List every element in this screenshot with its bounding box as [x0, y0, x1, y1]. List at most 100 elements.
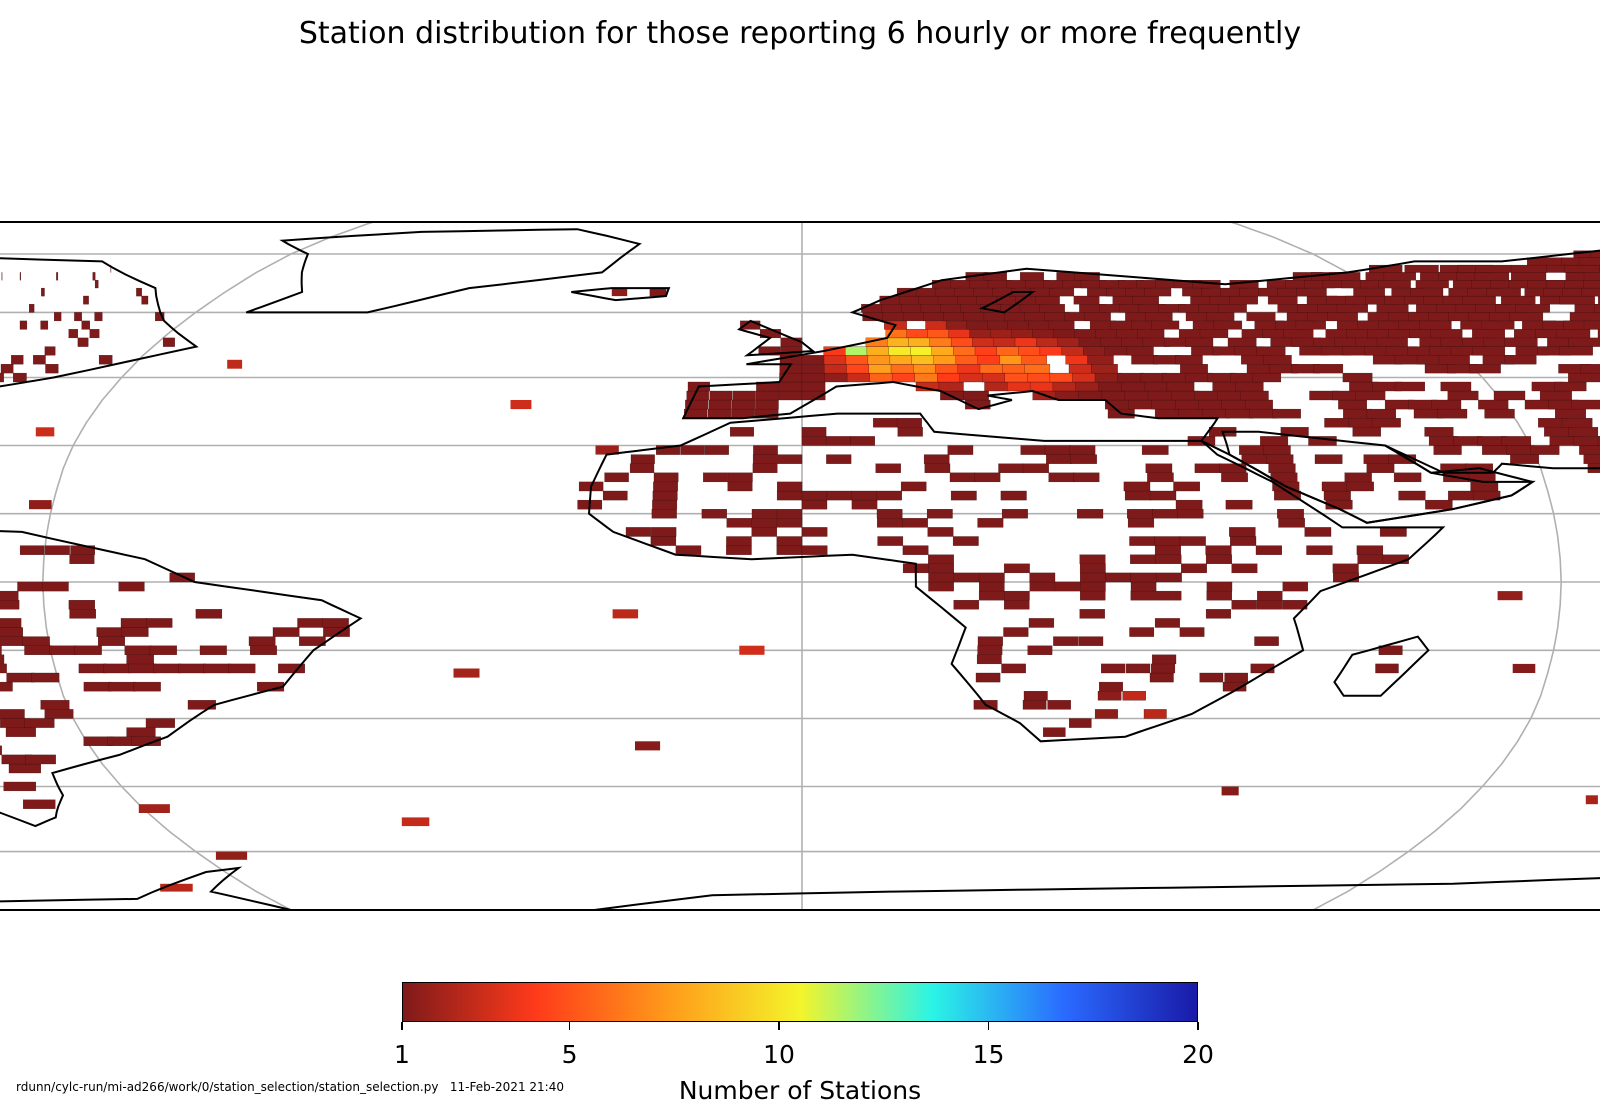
station-cell: [939, 382, 964, 391]
station-cell: [1322, 482, 1349, 491]
station-cell: [847, 364, 870, 373]
station-cell: [1584, 272, 1600, 280]
station-cell: [1239, 446, 1266, 455]
station-cell: [1377, 304, 1409, 312]
station-cell: [676, 546, 701, 555]
station-cell: [1021, 446, 1047, 455]
station-cell: [1581, 364, 1600, 373]
station-cell: [179, 664, 206, 673]
station-cell: [1448, 491, 1475, 500]
station-cell: [928, 527, 954, 536]
station-cell: [975, 347, 1000, 356]
station-cell: [868, 355, 891, 364]
station-cell: [1152, 655, 1176, 664]
station-cell: [1367, 464, 1394, 473]
station-cell: [1137, 329, 1164, 338]
station-cell: [1353, 427, 1381, 436]
station-cell: [902, 518, 927, 527]
station-cell: [869, 364, 892, 373]
station-cell: [946, 321, 970, 330]
station-cell: [779, 382, 802, 391]
station-cell: [1131, 582, 1156, 591]
station-cell: [626, 527, 651, 536]
station-cell: [1475, 272, 1509, 280]
station-cell: [127, 655, 154, 664]
station-cell: [323, 618, 349, 627]
station-cell: [928, 329, 951, 338]
station-cell: [889, 347, 912, 356]
station-cell: [1179, 409, 1206, 418]
station-cell: [705, 446, 729, 455]
station-cell: [929, 582, 954, 591]
station-cell: [249, 637, 275, 646]
station-cell: [402, 817, 430, 826]
station-cell: [985, 382, 1010, 391]
station-cell: [1088, 355, 1114, 364]
station-cell: [273, 628, 299, 637]
station-cell: [1130, 555, 1156, 564]
station-cell: [654, 473, 678, 482]
station-cell: [1345, 473, 1372, 482]
station-cell: [1080, 564, 1105, 573]
station-cell: [827, 491, 852, 500]
station-cell: [1005, 373, 1030, 382]
station-cell: [1020, 272, 1044, 280]
station-cell: [928, 564, 953, 573]
station-cell: [1229, 527, 1255, 536]
station-cell: [954, 600, 979, 609]
station-cell: [1023, 700, 1046, 709]
station-cell: [1372, 418, 1401, 427]
station-cell: [6, 728, 36, 737]
station-cell: [708, 409, 731, 418]
station-cell: [1073, 473, 1099, 482]
station-cell: [133, 682, 160, 691]
station-cell: [710, 391, 732, 400]
station-cell: [1053, 637, 1078, 646]
station-cell: [1296, 321, 1326, 330]
station-cell: [1079, 391, 1105, 400]
station-cell: [1482, 446, 1510, 455]
station-cell: [1040, 304, 1065, 312]
station-cell: [1574, 436, 1600, 445]
station-cell: [903, 312, 925, 321]
station-cell: [511, 400, 532, 409]
station-cell: [977, 655, 1001, 664]
station-cell: [1048, 700, 1071, 709]
station-cell: [1564, 265, 1600, 272]
station-cell: [1439, 355, 1470, 364]
station-cell: [1494, 391, 1525, 400]
station-cell: [29, 500, 52, 509]
station-cell: [1572, 400, 1600, 409]
station-cell: [1152, 321, 1179, 330]
station-cell: [870, 373, 894, 382]
station-cell: [1180, 537, 1206, 546]
station-cell: [752, 509, 777, 518]
station-cell: [650, 288, 666, 296]
station-cell: [603, 491, 627, 500]
station-cell: [1023, 464, 1049, 473]
station-cell: [45, 347, 55, 356]
station-cell: [1471, 482, 1498, 491]
station-cell: [1531, 446, 1559, 455]
station-cell: [1505, 355, 1536, 364]
station-cell: [9, 764, 41, 773]
station-cell: [777, 509, 802, 518]
station-cell: [1584, 455, 1600, 464]
station-cell: [1425, 427, 1454, 436]
station-cell: [1222, 787, 1239, 796]
station-cell: [910, 347, 934, 356]
station-cell: [976, 673, 1000, 682]
station-cell: [1487, 288, 1521, 296]
station-cell: [781, 338, 802, 347]
station-cell: [1510, 455, 1538, 464]
station-cell: [847, 373, 870, 382]
station-cell: [1091, 364, 1117, 373]
station-cell: [1069, 446, 1095, 455]
station-cell: [127, 728, 156, 737]
station-cell: [298, 618, 324, 627]
station-cell: [1195, 464, 1222, 473]
station-cell: [979, 582, 1004, 591]
station-cell: [1146, 312, 1173, 321]
station-cell: [802, 382, 825, 391]
station-cell: [1175, 355, 1202, 364]
